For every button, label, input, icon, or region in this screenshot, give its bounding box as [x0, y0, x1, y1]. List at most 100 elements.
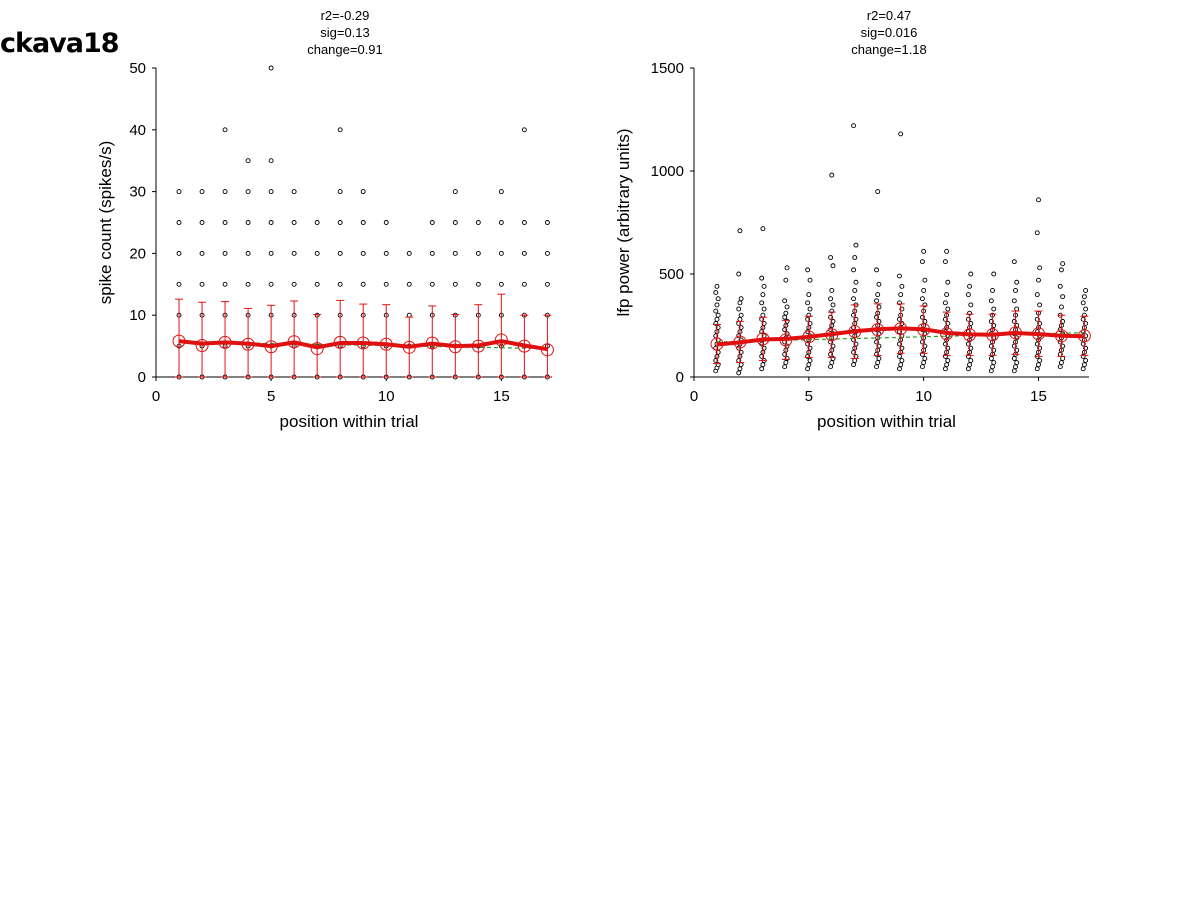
- data-point: [759, 366, 765, 372]
- data-point: [899, 283, 905, 289]
- data-point: [988, 298, 994, 304]
- data-point: [761, 283, 767, 289]
- data-point: [921, 360, 927, 366]
- data-point: [737, 300, 743, 306]
- data-point: [1011, 298, 1017, 304]
- mean-marker: [218, 335, 232, 349]
- data-point: [406, 281, 412, 287]
- x-tick-label: 10: [378, 388, 395, 405]
- data-point: [1060, 356, 1066, 361]
- mean-marker: [471, 339, 485, 353]
- data-point: [829, 172, 835, 178]
- data-point: [945, 279, 951, 285]
- data-point: [1083, 288, 1089, 293]
- data-point: [851, 123, 857, 129]
- mean-marker: [871, 323, 885, 337]
- data-point: [1036, 277, 1041, 283]
- data-point: [544, 281, 550, 287]
- y-tick-label: 40: [129, 122, 146, 139]
- data-point: [714, 316, 720, 322]
- y-tick-label: 50: [129, 60, 146, 77]
- data-point: [852, 288, 858, 293]
- data-point: [829, 288, 835, 293]
- data-point: [829, 360, 835, 366]
- mean-marker: [802, 330, 816, 344]
- mean-marker: [333, 335, 347, 349]
- data-point: [942, 300, 948, 306]
- data-point: [715, 312, 721, 318]
- data-point: [738, 296, 744, 302]
- data-point: [268, 250, 274, 256]
- data-point: [1013, 364, 1018, 370]
- data-point: [337, 220, 343, 225]
- data-point: [759, 275, 765, 281]
- y-tick-label: 1500: [651, 60, 684, 77]
- x-tick-label: 5: [267, 388, 275, 405]
- data-point: [452, 250, 458, 256]
- data-point: [1037, 358, 1043, 363]
- data-point: [942, 259, 948, 265]
- data-point: [945, 306, 951, 312]
- mean-marker: [195, 338, 209, 352]
- data-point: [268, 220, 274, 225]
- x-tick-label: 15: [493, 388, 510, 405]
- data-point: [360, 250, 366, 256]
- data-point: [1080, 300, 1086, 306]
- data-point: [852, 358, 858, 363]
- data-point: [1036, 197, 1041, 203]
- data-point: [383, 250, 389, 256]
- mean-marker: [963, 328, 977, 342]
- data-point: [991, 306, 997, 312]
- data-point: [736, 370, 742, 376]
- data-point: [736, 271, 742, 277]
- data-point: [1013, 288, 1018, 293]
- mean-marker: [172, 334, 186, 348]
- data-point: [1060, 261, 1066, 267]
- data-point: [1058, 360, 1064, 366]
- data-point: [1011, 368, 1017, 374]
- data-point: [968, 358, 974, 363]
- data-point: [1083, 358, 1089, 363]
- data-point: [337, 250, 343, 256]
- mean-marker: [1077, 329, 1091, 343]
- x-tick-label: 0: [690, 388, 698, 405]
- x-tick-label: 5: [805, 388, 813, 405]
- data-point: [782, 314, 788, 320]
- data-point: [807, 306, 813, 312]
- data-point: [199, 281, 205, 287]
- mean-marker: [402, 340, 416, 354]
- data-point: [498, 250, 504, 256]
- data-point: [1060, 294, 1066, 300]
- data-point: [222, 127, 228, 133]
- chart-title-line: change=1.18: [851, 42, 927, 57]
- data-point: [1058, 267, 1064, 273]
- data-point: [851, 296, 857, 302]
- data-point: [874, 267, 879, 273]
- data-point: [521, 281, 527, 287]
- mean-marker: [494, 333, 508, 347]
- data-point: [990, 288, 995, 293]
- data-point: [713, 290, 719, 295]
- data-point: [782, 364, 788, 370]
- data-point: [199, 220, 205, 225]
- mean-marker: [310, 342, 324, 356]
- chart-title-line: change=0.91: [307, 42, 383, 57]
- data-point: [268, 158, 274, 164]
- mean-marker: [241, 337, 255, 351]
- data-point: [314, 281, 320, 287]
- data-point: [828, 364, 834, 370]
- data-point: [475, 220, 481, 225]
- data-point: [337, 189, 343, 195]
- data-point: [852, 255, 858, 260]
- data-point: [991, 271, 997, 277]
- data-point: [783, 310, 789, 316]
- data-point: [737, 366, 743, 372]
- data-point: [784, 265, 790, 271]
- data-point: [897, 366, 902, 372]
- data-point: [1014, 279, 1020, 285]
- data-point: [784, 304, 790, 310]
- data-point: [268, 65, 274, 71]
- y-tick-label: 1000: [651, 163, 684, 180]
- data-point: [713, 308, 719, 314]
- data-point: [920, 364, 925, 370]
